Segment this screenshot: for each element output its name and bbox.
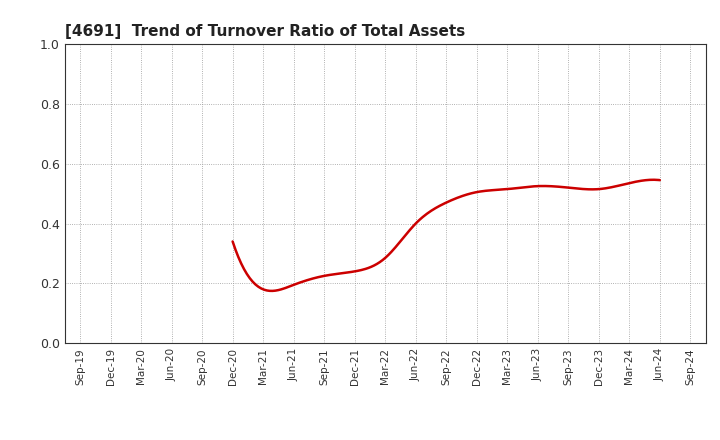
- Text: [4691]  Trend of Turnover Ratio of Total Assets: [4691] Trend of Turnover Ratio of Total …: [65, 24, 465, 39]
